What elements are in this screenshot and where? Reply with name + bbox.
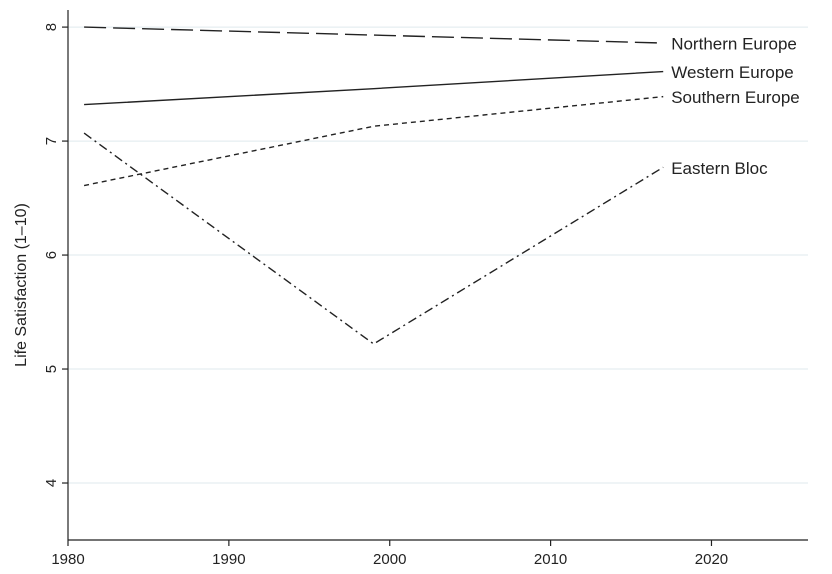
series-label: Eastern Bloc — [671, 159, 768, 178]
series-lines — [83, 26, 664, 345]
x-tick-label: 2010 — [534, 551, 567, 568]
series-label: Southern Europe — [671, 88, 800, 107]
gridlines — [68, 26, 808, 484]
y-tick-label: 7 — [43, 137, 60, 145]
y-tick-label: 4 — [43, 479, 60, 487]
x-axis-ticks: 1980 1990 2000 2010 2020 — [51, 540, 728, 568]
series-labels: Northern Europe Western Europe Southern Eu… — [671, 35, 800, 178]
series-line-northern-europe — [84, 26, 664, 44]
x-tick-label: 1980 — [51, 551, 84, 568]
x-tick-label: 2000 — [373, 551, 406, 568]
series-line-eastern-bloc — [83, 132, 664, 345]
x-tick-label: 1990 — [212, 551, 245, 568]
axes — [67, 10, 808, 541]
y-tick-label: 5 — [43, 365, 60, 373]
y-axis-ticks: 4 5 6 7 8 — [43, 23, 68, 487]
y-tick-label: 8 — [43, 23, 60, 31]
y-tick-label: 6 — [43, 251, 60, 259]
x-tick-label: 2020 — [695, 551, 728, 568]
series-label: Northern Europe — [671, 35, 797, 54]
series-line-southern-europe — [83, 95, 664, 187]
series-label: Western Europe — [671, 63, 794, 82]
series-line-western-europe — [84, 70, 664, 106]
y-axis-title: Life Satisfaction (1–10) — [13, 203, 30, 367]
